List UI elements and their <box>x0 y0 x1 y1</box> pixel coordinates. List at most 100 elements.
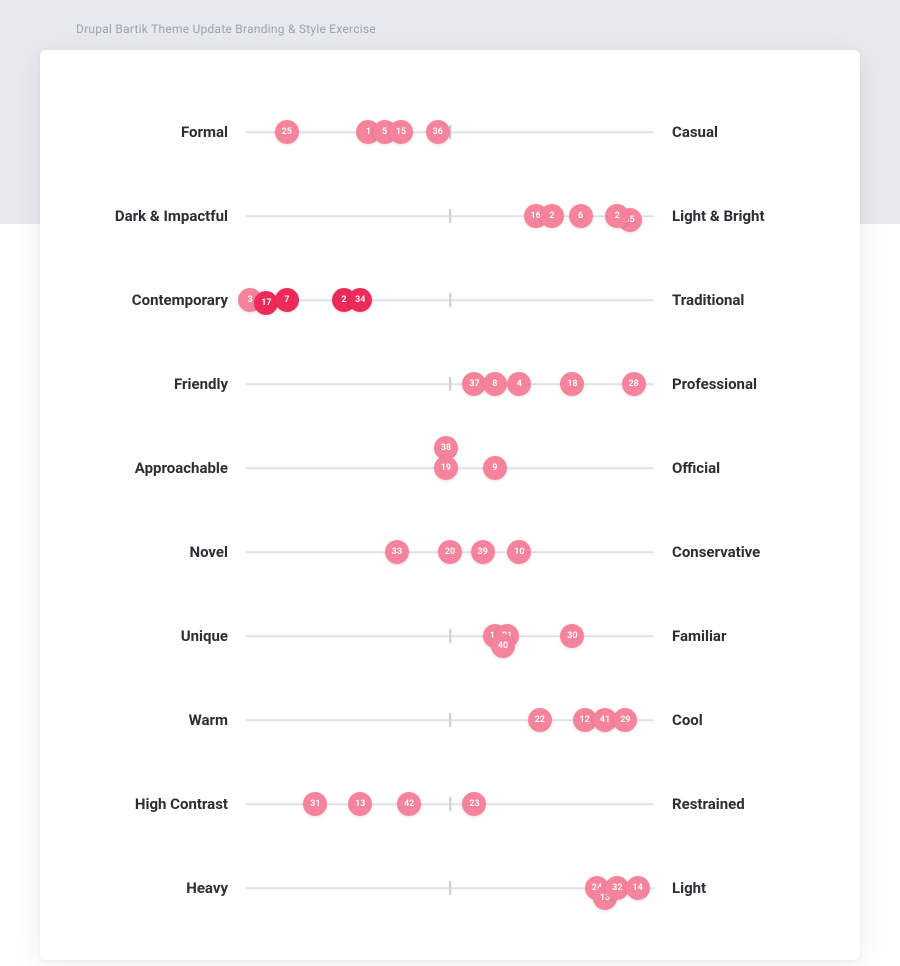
scale-label-right: Traditional <box>654 291 812 309</box>
scale-label-left: Heavy <box>88 879 246 897</box>
scale-dot-number: 3 <box>248 295 253 305</box>
scale-dot-number: 32 <box>612 883 622 893</box>
scale-dot-number: 30 <box>567 631 577 641</box>
scale-label-right: Cool <box>654 711 812 729</box>
scale-label-left: Novel <box>88 543 246 561</box>
scale-dot: 22 <box>528 708 552 732</box>
scale-dot: 33 <box>385 540 409 564</box>
scale-dot: 29 <box>613 708 637 732</box>
scale-row: Contemporary3177234Traditional <box>88 258 812 342</box>
scale-dot: 10 <box>507 540 531 564</box>
scale-label-left: Contemporary <box>88 291 246 309</box>
scale-dot-number: 9 <box>492 463 497 473</box>
scale-label-left: Formal <box>88 123 246 141</box>
scale-dot-number: 22 <box>535 715 545 725</box>
scale-label-left: High Contrast <box>88 795 246 813</box>
scale-row: Warm22124129Cool <box>88 678 812 762</box>
scale-dot: 9 <box>483 456 507 480</box>
scale-dot: 42 <box>397 792 421 816</box>
scale-dot-number: 12 <box>579 715 589 725</box>
scale-label-right: Light <box>654 879 812 897</box>
scale-row: High Contrast 31 13 42 23 Restrained <box>88 762 812 846</box>
scale-label-right: Professional <box>654 375 812 393</box>
scale-label-right: Official <box>654 459 812 477</box>
scale-label-right: Familiar <box>654 627 812 645</box>
scale-center-tick <box>449 293 451 307</box>
scale-dot-number: 36 <box>433 127 443 137</box>
scale-label-left: Approachable <box>88 459 246 477</box>
scale-dot-number: 42 <box>404 799 414 809</box>
scale-dot-number: 1 <box>366 127 371 137</box>
scale-dot-number: 28 <box>628 379 638 389</box>
scale-label-right: Light & Bright <box>654 207 812 225</box>
scale-dot-number: 33 <box>392 547 402 557</box>
scale-dot: 34 <box>348 288 372 312</box>
scale-dot-number: 14 <box>633 883 643 893</box>
scale-track: 38199 <box>246 450 654 486</box>
scale-label-left: Friendly <box>88 375 246 393</box>
scale-track: 37841828 <box>246 366 654 402</box>
scale-dot: 28 <box>622 372 646 396</box>
scale-label-left: Unique <box>88 627 246 645</box>
scale-track: 3177234 <box>246 282 654 318</box>
scale-dot: 19 <box>434 456 458 480</box>
scale-dot: 13 <box>348 792 372 816</box>
scale-dot: 36 <box>426 120 450 144</box>
scale-center-tick <box>449 629 451 643</box>
scales-card: Formal25151536CasualDark & Impactful1626… <box>40 50 860 960</box>
scale-row: Heavy24133214Light <box>88 846 812 930</box>
scale-dot-number: 37 <box>469 379 479 389</box>
scale-dot-number: 7 <box>284 295 289 305</box>
scale-dot-number: 25 <box>282 127 292 137</box>
scale-label-left: Dark & Impactful <box>88 207 246 225</box>
scale-dot-number: 10 <box>514 547 524 557</box>
scale-track: 33 20 39 10 <box>246 534 654 570</box>
scale-dot-number: 8 <box>492 379 497 389</box>
scale-track: 11214030 <box>246 618 654 654</box>
scale-dot-number: 39 <box>477 547 487 557</box>
scale-dot: 14 <box>626 876 650 900</box>
scale-dot-number: 2 <box>615 211 620 221</box>
scale-dot-number: 41 <box>600 715 610 725</box>
scale-dot: 18 <box>560 372 584 396</box>
scale-dot: 23 <box>462 792 486 816</box>
scale-dot: 15 <box>389 120 413 144</box>
scale-dot: 7 <box>275 288 299 312</box>
scale-dot: 39 <box>471 540 495 564</box>
scale-dot-number: 5 <box>382 127 387 137</box>
scale-track: 24133214 <box>246 870 654 906</box>
scale-row: Approachable 38 19 9 Official <box>88 426 812 510</box>
scale-dot: 40 <box>491 634 515 658</box>
scale-dot-number: 6 <box>578 211 583 221</box>
scale-dot-number: 19 <box>441 463 451 473</box>
scale-row: Dark & Impactful1626352Light & Bright <box>88 174 812 258</box>
scale-row: Novel 33 20 39 10 Conservative <box>88 510 812 594</box>
scale-dot-number: 13 <box>355 799 365 809</box>
scale-dot-number: 38 <box>441 443 451 453</box>
scale-dot: 6 <box>569 204 593 228</box>
scale-dot: 30 <box>560 624 584 648</box>
scale-dot: 20 <box>438 540 462 564</box>
scale-track: 31 13 42 23 <box>246 786 654 822</box>
page-background: Drupal Bartik Theme Update Branding & St… <box>0 0 900 966</box>
scale-label-right: Casual <box>654 123 812 141</box>
scale-row: Formal25151536Casual <box>88 90 812 174</box>
scale-label-right: Conservative <box>654 543 812 561</box>
scale-dot: 31 <box>303 792 327 816</box>
scale-center-tick <box>449 797 451 811</box>
scale-dot-number: 29 <box>620 715 630 725</box>
scale-dot: 8 <box>483 372 507 396</box>
scale-dot-number: 23 <box>469 799 479 809</box>
scale-track: 25151536 <box>246 114 654 150</box>
scale-center-tick <box>449 377 451 391</box>
scale-dot-number: 15 <box>396 127 406 137</box>
scale-row: Friendly37841828Professional <box>88 342 812 426</box>
scale-dot-number: 40 <box>498 641 508 651</box>
scale-track: 22 12 41 29 <box>246 702 654 738</box>
scale-dot-number: 2 <box>549 211 554 221</box>
page-title: Drupal Bartik Theme Update Branding & St… <box>0 0 900 50</box>
scale-center-tick <box>449 209 451 223</box>
scale-center-tick <box>449 881 451 895</box>
scale-dot-number: 18 <box>567 379 577 389</box>
scale-label-right: Restrained <box>654 795 812 813</box>
